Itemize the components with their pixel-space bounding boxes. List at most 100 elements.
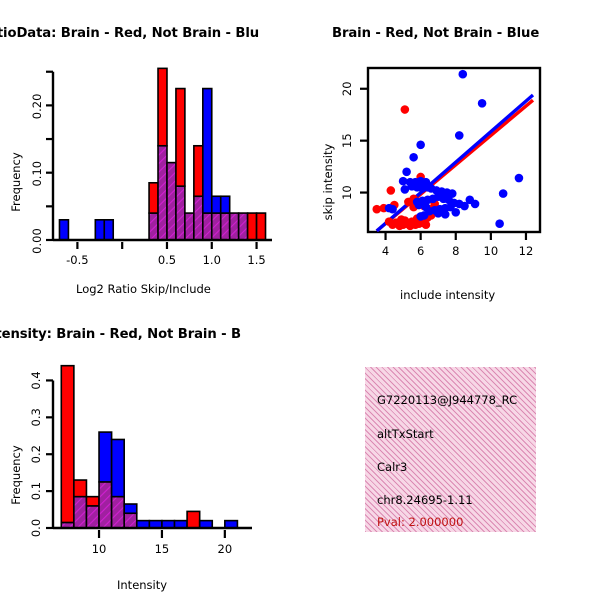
y-tick-label: 10 [340,185,354,200]
y-tick-label: 0.1 [29,482,43,500]
intensity-xaxis-label: Intensity [117,578,168,592]
scatter-plot-svg: 4 6 8 10 12 10 15 20 [340,66,542,258]
scatter-point [404,197,413,207]
histogram-bar-overlap [73,495,88,529]
x-tick-label: 0.5 [158,253,176,267]
histogram-bar-overlap [85,505,100,529]
x-tick-label: 10 [484,244,499,258]
histogram-bar-overlap [123,512,138,529]
scatter-point [386,186,396,195]
scatter-point [460,201,469,211]
histogram-bar-overlap [157,144,168,241]
histogram-bar [148,181,159,214]
x-tick-label: 4 [382,244,389,258]
scatter-point [470,199,480,209]
intensity-histogram-axes: 0.0 0.1 0.2 0.3 0.4 10 15 20 [29,371,252,556]
histogram-bar [103,219,115,241]
histogram-bar [175,87,186,187]
scatter-point [495,219,504,228]
y-tick-label: 0.2 [29,445,43,463]
scatter-point [409,152,418,162]
histogram-bar-overlap [193,195,204,241]
intensity-histogram-title: ne Itensity: Brain - Red, Not Brain - B [0,327,241,342]
scatter-point [421,220,431,230]
scatter-point [416,140,425,150]
info-locus: chr8.24695-1.11 [377,493,473,507]
ratio-xaxis-label: Log2 Ratio Skip/Include [76,282,211,296]
ratio-histogram-svg: 0.00 0.10 0.20 -0.5 0.5 1.0 1.5 [30,67,272,267]
histogram-bar-overlap [148,212,159,241]
y-tick-label: 0.20 [30,94,44,120]
histogram-bar [94,219,106,241]
plot-frame [366,66,542,234]
histogram-bar-overlap [210,212,222,241]
scatter-point [400,185,410,194]
ratio-yaxis-label: Frequency [9,152,23,212]
y-tick-label: 0.3 [29,408,43,426]
histogram-bar-overlap [202,212,213,241]
scatter-plot-title: Brain - Red, Not Brain - Blue [332,26,540,41]
x-tick-label: 12 [519,244,534,258]
y-tick-label: 15 [340,133,354,148]
ratio-histogram-bars [58,67,267,241]
scatter-plot-panel: 4 6 8 10 12 10 15 20 include intensity skip int… [300,50,600,302]
scatter-yaxis-label: skip intensity [321,143,335,221]
intensity-yaxis-label: Frequency [9,445,23,505]
intensity-histogram-panel: 0.0 0.1 0.2 0.3 0.4 10 15 20 Intensity Frequenc… [0,350,300,600]
info-probe-id: G7220113@J944778_RC [377,393,518,407]
ratio-histogram-panel: 0.00 0.10 0.20 -0.5 0.5 1.0 1.5 Log2 Ratio Ski… [0,50,300,300]
scatter-point [440,210,450,219]
x-tick-label: 1.5 [247,253,265,267]
histogram-bar [85,495,100,507]
x-tick-label: 15 [155,542,170,556]
histogram-bar-overlap [175,185,186,241]
info-pval: Pval: 2.000000 [377,515,464,529]
histogram-bar-overlap [98,481,113,529]
histogram-bar-overlap [219,212,231,241]
y-tick-label: 0.0 [29,519,43,537]
scatter-point [397,215,406,224]
histogram-bar [98,431,113,483]
scatter-point [514,173,524,183]
histogram-bar-overlap [184,212,195,241]
histogram-bar [73,479,88,498]
histogram-bar [186,510,201,529]
histogram-bar [60,364,75,524]
x-tick-label: 6 [417,244,424,258]
scatter-point [454,131,464,140]
histogram-bar-overlap [166,161,177,241]
histogram-bar [202,87,213,214]
histogram-bar [193,144,204,198]
scatter-point [398,176,408,186]
x-tick-label: 20 [218,542,233,556]
scatter-point [498,189,508,198]
regression-line [375,93,535,232]
x-tick-label: -0.5 [66,253,88,267]
ratio-histogram-axes: 0.00 0.10 0.20 -0.5 0.5 1.0 1.5 [30,70,272,267]
histogram-bar [219,195,231,214]
histogram-bar [255,212,267,241]
x-tick-label: 8 [452,244,459,258]
scatter-point [477,98,487,108]
y-tick-label: 0.00 [30,228,44,254]
histogram-bar-overlap [237,212,249,241]
y-tick-label: 20 [340,81,354,96]
histogram-bar [157,67,168,147]
intensity-histogram-svg: 0.0 0.1 0.2 0.3 0.4 10 15 20 [29,364,252,556]
scatter-frame [366,66,542,234]
scatter-point [416,212,425,221]
scatter-point [421,202,431,212]
x-tick-label: 10 [92,542,107,556]
scatter-point [414,200,424,210]
scatter-fit-lines [375,93,535,232]
scatter-point [400,105,410,114]
scatter-point [372,204,382,214]
histogram-bar-overlap [110,495,125,529]
histogram-bar-overlap [228,212,240,241]
info-event-type: altTxStart [377,427,434,441]
ratio-histogram-title: RatioData: Brain - Red, Not Brain - Blu [0,26,260,41]
scatter-point [451,207,461,217]
scatter-point [433,209,443,218]
scatter-xaxis-label: include intensity [400,288,496,302]
